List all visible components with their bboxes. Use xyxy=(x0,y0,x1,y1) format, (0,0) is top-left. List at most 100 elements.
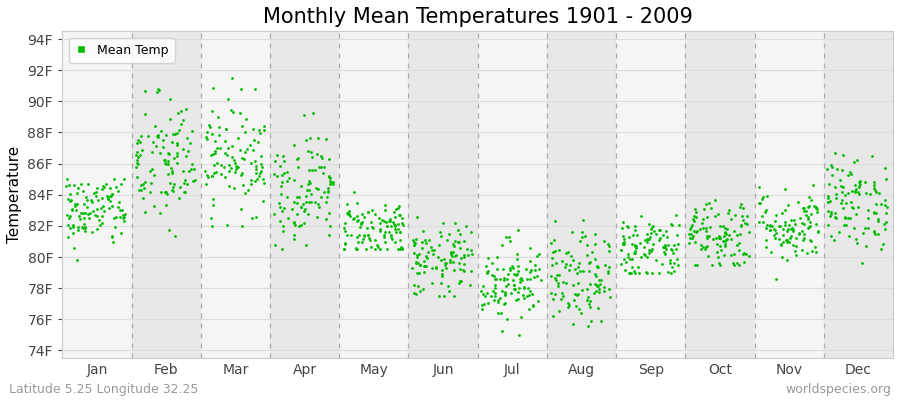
Point xyxy=(221,168,236,174)
Point xyxy=(317,164,331,170)
Point xyxy=(852,184,867,190)
Point xyxy=(576,216,590,223)
Point xyxy=(656,249,670,256)
Point xyxy=(779,228,794,234)
Point xyxy=(61,215,76,222)
Point xyxy=(880,204,895,210)
Point xyxy=(582,301,597,308)
Point xyxy=(59,212,74,218)
Point xyxy=(706,236,720,242)
Point xyxy=(228,160,242,166)
Point xyxy=(809,221,824,228)
Point xyxy=(687,213,701,219)
Point xyxy=(588,230,602,237)
Point xyxy=(572,306,586,312)
Point xyxy=(409,236,423,243)
Point xyxy=(803,223,817,230)
Point xyxy=(804,219,818,226)
Point xyxy=(842,168,857,175)
Point xyxy=(326,179,340,185)
Point xyxy=(352,232,366,238)
Point xyxy=(490,265,504,272)
Point xyxy=(592,288,607,295)
Point xyxy=(388,239,402,245)
Point xyxy=(134,187,148,193)
Point xyxy=(346,216,360,222)
Point xyxy=(489,276,503,282)
Point xyxy=(77,225,92,232)
Point xyxy=(280,194,294,200)
Point xyxy=(721,210,735,216)
Point xyxy=(338,240,352,247)
Point xyxy=(350,239,365,246)
Point xyxy=(323,223,338,230)
Point xyxy=(322,172,337,179)
Point xyxy=(848,188,862,195)
Point xyxy=(395,245,410,251)
Point xyxy=(863,191,878,198)
Point xyxy=(170,130,184,136)
Point xyxy=(464,268,479,274)
Point xyxy=(229,163,243,169)
Point xyxy=(62,198,77,204)
Point xyxy=(547,290,562,297)
Point xyxy=(700,233,715,239)
Point xyxy=(249,162,264,169)
Point xyxy=(705,262,719,268)
Point xyxy=(444,249,458,256)
Point xyxy=(551,282,565,289)
Point xyxy=(379,218,393,225)
Point xyxy=(505,263,519,270)
Point xyxy=(594,318,608,325)
Point xyxy=(739,251,753,257)
Point xyxy=(550,272,564,278)
Point xyxy=(446,240,460,247)
Point xyxy=(502,234,517,241)
Point xyxy=(662,260,677,266)
Point xyxy=(590,283,604,289)
Point xyxy=(843,170,858,177)
Point xyxy=(104,233,119,239)
Point xyxy=(199,180,213,187)
Bar xyxy=(616,31,686,358)
Point xyxy=(94,213,109,219)
Point xyxy=(456,252,471,258)
Point xyxy=(532,250,546,257)
Point xyxy=(566,321,580,327)
Point xyxy=(321,189,336,195)
Point xyxy=(856,230,870,236)
Point xyxy=(274,246,289,252)
Point xyxy=(447,238,462,244)
Point xyxy=(480,290,494,297)
Point xyxy=(90,184,104,191)
Point xyxy=(413,262,428,268)
Point xyxy=(407,250,421,256)
Point xyxy=(868,201,883,207)
Point xyxy=(355,239,369,245)
Point xyxy=(659,246,673,252)
Point xyxy=(410,214,424,220)
Point xyxy=(409,259,423,265)
Point xyxy=(851,191,866,198)
Point xyxy=(581,260,596,267)
Point xyxy=(658,243,672,250)
Point xyxy=(227,157,241,163)
Point xyxy=(89,189,104,195)
Point xyxy=(339,232,354,238)
Point xyxy=(694,246,708,252)
Point xyxy=(291,211,305,218)
Point xyxy=(416,228,430,234)
Point xyxy=(510,263,525,269)
Point xyxy=(433,229,447,236)
Point xyxy=(361,232,375,238)
Point xyxy=(878,176,893,182)
Point xyxy=(111,188,125,194)
Point xyxy=(783,235,797,241)
Point xyxy=(768,234,782,241)
Point xyxy=(389,229,403,236)
Point xyxy=(376,232,391,238)
Point xyxy=(364,244,378,250)
Point xyxy=(302,180,317,186)
Point xyxy=(66,223,80,230)
Point xyxy=(475,282,490,289)
